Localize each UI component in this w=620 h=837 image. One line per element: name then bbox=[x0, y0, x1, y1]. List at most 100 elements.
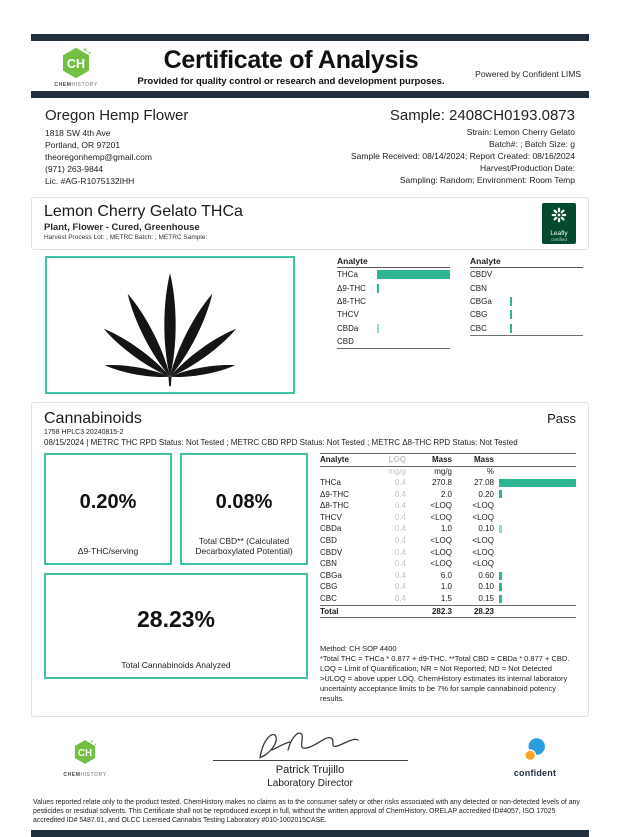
loq-value: 0.4 bbox=[394, 582, 406, 592]
mass-mgg-value: <LOQ bbox=[430, 501, 452, 511]
confident-logo: confident bbox=[489, 737, 581, 778]
section-title: Cannabinoids bbox=[44, 410, 142, 427]
sample-strain: Strain: Lemon Cherry Gelato bbox=[466, 127, 575, 137]
analyte-name: CBDV bbox=[320, 547, 343, 557]
client-address-line: 1818 SW 4th Ave bbox=[45, 128, 111, 138]
analyte-label: CBDa bbox=[337, 323, 359, 333]
cannabinoid-table-row: CBG 0.4 1.0 0.10 bbox=[320, 581, 576, 593]
leafly-certified-label: certified bbox=[551, 237, 567, 242]
total-bar-blank bbox=[494, 606, 576, 618]
chemhistory-hexagon-icon: CH bbox=[62, 47, 91, 79]
loq-value: 0.4 bbox=[394, 547, 406, 557]
total-mass-mgg: 282.3 bbox=[431, 606, 452, 616]
loq-value: 0.4 bbox=[394, 524, 406, 534]
mass-bar-cell bbox=[494, 558, 576, 570]
chemhistory-wordmark: CHEMHISTORY bbox=[39, 82, 113, 88]
mass-pct-value: <LOQ bbox=[472, 512, 494, 522]
result-box-total-cbd: 0.08% Total CBD** (Calculated Decarboxyl… bbox=[180, 453, 308, 565]
analyte-name: CBGa bbox=[320, 570, 342, 580]
signature-block: Patrick Trujillo Laboratory Director bbox=[131, 726, 489, 789]
mass-bar bbox=[499, 594, 502, 603]
table-total-row: Total 282.3 28.23 bbox=[320, 604, 576, 619]
client-phone: (971) 263-9844 bbox=[45, 164, 104, 174]
mass-pct-value: 0.20 bbox=[478, 489, 494, 499]
cannabinoids-header: Cannabinoids Pass bbox=[44, 410, 576, 428]
analyte-bar-row: CBC bbox=[470, 322, 583, 335]
loq-value: 0.4 bbox=[394, 478, 406, 488]
mass-bar-cell bbox=[494, 570, 576, 582]
result-label: Total CBD** (Calculated Decarboxylated P… bbox=[195, 536, 293, 556]
col-header-mass-pct: Mass bbox=[473, 455, 494, 464]
sample-photo-frame bbox=[45, 256, 295, 394]
analyte-bar-track bbox=[377, 270, 450, 280]
analyte-bar-row: CBGa bbox=[470, 295, 583, 308]
result-value: 0.08% bbox=[215, 490, 273, 513]
analyte-label: Δ9-THC bbox=[337, 283, 366, 293]
analyte-label: CBGa bbox=[470, 296, 492, 306]
mass-mgg-value: 1.0 bbox=[440, 524, 452, 534]
mass-bar bbox=[499, 525, 502, 534]
method-line: Method: CH SOP 4400 bbox=[320, 644, 397, 654]
status-badge: Pass bbox=[547, 411, 576, 426]
mass-bar-cell bbox=[494, 547, 576, 559]
leafly-label: Leafly bbox=[550, 230, 568, 237]
result-label: Δ9-THC/serving bbox=[77, 546, 139, 556]
info-section: Oregon Hemp Flower 1818 SW 4th Ave Portl… bbox=[31, 98, 589, 196]
mass-mgg-value: 2.0 bbox=[440, 489, 452, 499]
leafly-certified-badge: Leafly certified bbox=[542, 203, 576, 244]
product-section: Lemon Cherry Gelato THCa Plant, Flower -… bbox=[31, 197, 589, 250]
mass-pct-value: 0.15 bbox=[478, 594, 494, 604]
sample-environment: Sampling: Random; Environment: Room Temp bbox=[399, 175, 575, 185]
analyte-column-header: Analyte bbox=[337, 256, 450, 268]
mass-pct-value: <LOQ bbox=[472, 536, 494, 546]
analyte-bar bbox=[377, 270, 450, 280]
mass-bar-cell bbox=[494, 477, 576, 489]
analyte-bar-row: CBDV bbox=[470, 268, 583, 281]
total-loq-blank bbox=[372, 606, 406, 618]
analyte-bar-row: THCV bbox=[337, 308, 450, 321]
leafly-burst-icon bbox=[551, 207, 567, 223]
mass-mgg-value: <LOQ bbox=[430, 512, 452, 522]
header-divider-bar bbox=[31, 91, 589, 98]
analyte-bar bbox=[510, 323, 513, 333]
top-divider-bar bbox=[31, 34, 589, 41]
chemhistory-hexagon-icon: CH bbox=[74, 739, 97, 764]
cannabinoid-table-row: CBD 0.4 <LOQ <LOQ bbox=[320, 535, 576, 547]
analyte-bar-row: Δ8-THC bbox=[337, 295, 450, 308]
run-id: 1758 HPLC3 20240815-2 bbox=[44, 429, 124, 436]
analyte-bar bbox=[510, 310, 513, 320]
col-header-analyte: Analyte bbox=[320, 455, 349, 464]
chemhistory-logo: CH CHEMHISTORY bbox=[39, 45, 113, 88]
cannabinoids-table: Analyte LOQ Mass Mass mg/g mg/g % THCa 0.… bbox=[320, 453, 576, 704]
wordmark-dark: CHEM bbox=[63, 771, 81, 778]
bottom-divider-bar bbox=[31, 830, 589, 837]
sample-dates: Sample Received: 08/14/2024; Report Crea… bbox=[351, 151, 575, 161]
result-value: 28.23% bbox=[136, 605, 215, 632]
product-type: Plant, Flower - Cured, Greenhouse bbox=[44, 222, 200, 233]
analyte-label: THCV bbox=[337, 310, 359, 320]
analyte-bar bbox=[377, 283, 380, 293]
mass-pct-value: <LOQ bbox=[472, 501, 494, 511]
header-title-block: Certificate of Analysis Provided for qua… bbox=[113, 46, 469, 87]
mass-bar-cell bbox=[494, 512, 576, 524]
loq-value: 0.4 bbox=[394, 570, 406, 580]
analyte-overview-chart: Analyte THCa Δ9-THC Δ8-THC THCV CBDa CBD Anal… bbox=[337, 256, 583, 394]
analyte-label: THCa bbox=[337, 270, 358, 280]
signature-line bbox=[212, 760, 408, 762]
wordmark-light: HISTORY bbox=[80, 771, 107, 778]
coa-document: CH CHEMHISTORY Certificate of Analysis P… bbox=[31, 0, 589, 837]
mass-mgg-value: 270.8 bbox=[431, 478, 452, 488]
sample-id-line: Sample: 2408CH0193.0873 bbox=[351, 107, 575, 124]
analyte-bar-row: CBDa bbox=[337, 322, 450, 335]
product-info: Lemon Cherry Gelato THCa Plant, Flower -… bbox=[44, 203, 243, 244]
analyte-bar-row: CBG bbox=[470, 308, 583, 321]
method-line: *Total THC = THCa * 0.877 + d9-THC. **To… bbox=[320, 654, 570, 674]
loq-value: 0.4 bbox=[394, 559, 406, 569]
analyte-name: Δ9-THC bbox=[320, 489, 349, 499]
analyte-name: CBC bbox=[320, 594, 337, 604]
mass-bar bbox=[499, 571, 502, 580]
unit-blank bbox=[320, 467, 372, 478]
product-metrc-line: Harvest Process Lot: ; METRC Batch: ; ME… bbox=[44, 234, 208, 241]
mass-mgg-value: <LOQ bbox=[430, 559, 452, 569]
mass-bar bbox=[499, 490, 502, 499]
